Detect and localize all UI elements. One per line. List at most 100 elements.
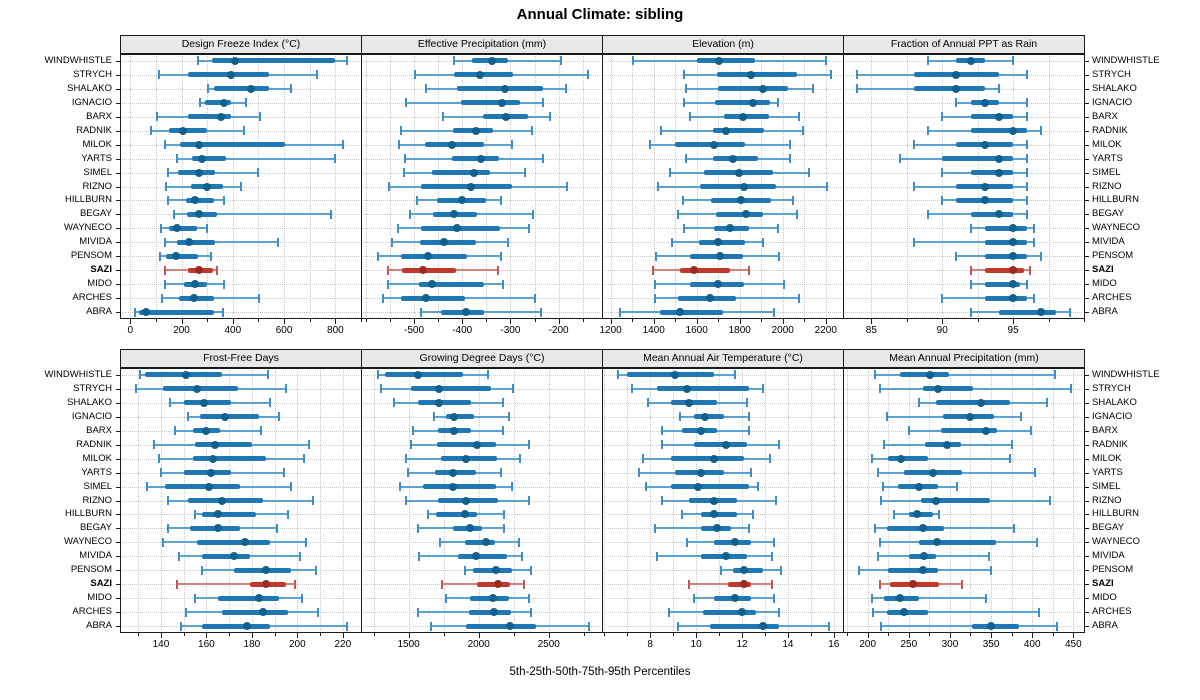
axis-tick-minor (1011, 633, 1013, 636)
station-tick-right (1085, 186, 1089, 188)
station-label-left: PENSOM (70, 250, 112, 262)
station-label-left: MIVIDA (79, 236, 112, 248)
median-dot (1009, 294, 1018, 303)
whisker-cap-right (780, 565, 783, 575)
iqr-box (435, 511, 478, 517)
station-tick-right (1085, 542, 1089, 544)
whisker-cap-left (656, 182, 659, 191)
whisker-cap-left (161, 293, 164, 303)
station-label-left: YARTS (81, 152, 112, 164)
axis-tick-major (782, 319, 784, 324)
whisker-cap-left (463, 565, 466, 575)
axis-tick-minor (906, 319, 908, 322)
whisker-cap-left (654, 251, 657, 261)
whisker-cap-left (159, 468, 162, 478)
median-dot (254, 594, 263, 603)
axis-tick-label: 1400 (642, 325, 665, 336)
iqr-box (716, 72, 797, 78)
whisker-line (875, 373, 1056, 376)
median-dot (735, 168, 744, 177)
axis-tick-minor (229, 633, 231, 636)
station-label-right: PENSOM (1092, 250, 1134, 262)
median-dot (476, 154, 485, 163)
axis-tick-label: 600 (275, 325, 293, 336)
median-dot (204, 482, 213, 491)
whisker-cap-right (528, 496, 531, 505)
whisker-cap-right (257, 168, 260, 178)
whisker-cap-left (198, 98, 201, 108)
whisker-cap-right (239, 182, 242, 191)
whisker-cap-right (985, 593, 988, 603)
whisker-cap-right (243, 126, 246, 136)
whisker-cap-right (529, 607, 532, 617)
whisker-cap-right (1026, 140, 1029, 150)
whisker-cap-right (773, 537, 776, 547)
station-label-left: RADNIK (76, 124, 112, 136)
iqr-box (970, 211, 1014, 217)
whisker-cap-right (282, 468, 285, 478)
whisker-cap-left (386, 265, 389, 275)
gridline-horizontal (845, 270, 1082, 272)
median-dot (721, 440, 730, 449)
iqr-box (169, 225, 197, 231)
station-tick-right (1085, 388, 1089, 390)
station-tick-right (1085, 60, 1089, 62)
median-dot (231, 56, 240, 65)
median-dot (980, 98, 989, 107)
whisker-cap-left (178, 551, 181, 561)
whisker-cap-right (778, 251, 781, 261)
station-tick-right (1085, 598, 1089, 600)
median-dot (934, 384, 943, 393)
median-dot (1037, 308, 1046, 317)
iqr-box (670, 484, 749, 490)
median-dot (427, 280, 436, 289)
median-dot (243, 622, 252, 631)
median-dot (448, 482, 457, 491)
iqr-box (195, 442, 252, 448)
whisker-cap-right (269, 398, 272, 408)
station-tick-left (116, 284, 120, 286)
median-dot (908, 580, 917, 589)
iqr-box (460, 100, 521, 106)
whisker-cap-right (828, 621, 831, 631)
axis-tick-major (1073, 633, 1075, 638)
iqr-box (400, 253, 467, 259)
station-label-right: BARX (1092, 110, 1118, 122)
median-dot (758, 84, 767, 93)
whisker-cap-right (770, 551, 773, 561)
axis-tick-major (825, 319, 827, 324)
median-dot (896, 454, 905, 463)
axis-tick-label: 220 (334, 639, 352, 650)
whisker-cap-right (564, 84, 567, 94)
whisker-cap-left (165, 182, 168, 191)
whisker-cap-left (955, 98, 958, 108)
axis-tick-label: 1200 (599, 325, 622, 336)
station-label-right: WINDWHISTLE (1092, 368, 1160, 380)
median-dot (193, 384, 202, 393)
gridline-horizontal (122, 312, 359, 314)
whisker-cap-left (416, 607, 419, 617)
iqr-box (984, 295, 1028, 301)
iqr-box (970, 114, 1014, 120)
median-dot (141, 308, 150, 317)
station-tick-right (1085, 200, 1089, 202)
axis-tick-minor (365, 319, 367, 322)
iqr-box (179, 142, 286, 148)
whisker-cap-left (166, 496, 169, 505)
median-dot (418, 266, 427, 275)
whisker-cap-right (486, 370, 489, 380)
whisker-cap-right (1026, 154, 1029, 164)
whisker-cap-left (166, 523, 169, 533)
whisker-cap-right (747, 426, 750, 436)
axis-tick-major (867, 633, 869, 638)
iqr-box (888, 456, 928, 462)
whisker-cap-right (245, 98, 248, 108)
station-tick-left (116, 570, 120, 572)
median-dot (899, 608, 908, 617)
median-dot (714, 56, 723, 65)
axis-tick-major (284, 319, 286, 324)
whisker-cap-left (870, 454, 873, 464)
station-label-right: MIDO (1092, 592, 1117, 604)
whisker-cap-right (502, 523, 505, 533)
